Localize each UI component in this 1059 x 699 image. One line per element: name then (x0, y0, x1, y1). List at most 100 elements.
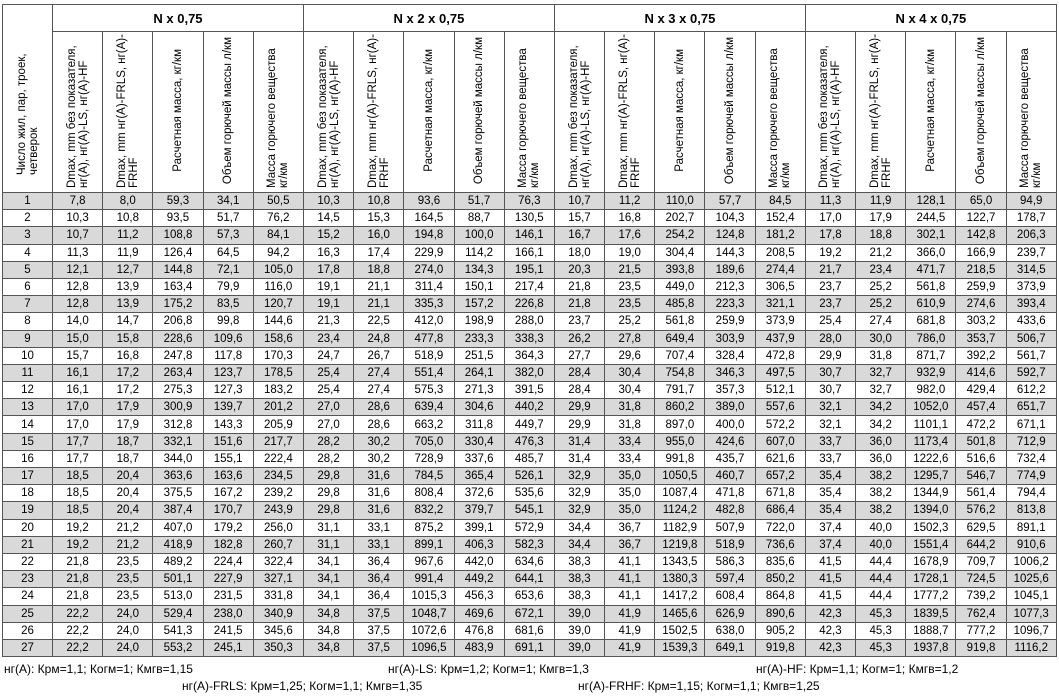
cell: 16,8 (604, 209, 656, 228)
cell: 681,8 (905, 312, 957, 331)
cell: 610,9 (905, 295, 957, 314)
data-row: 11 16,1 17,2 263,4 123,7 178,5 25,4 27,4 551,4 26… (2, 363, 1057, 383)
cell: 144,6 (252, 312, 304, 331)
cell: 34,8 (302, 638, 355, 658)
cell: 24,8 (353, 329, 405, 348)
cell: 157,2 (453, 295, 505, 314)
cell: 94,9 (1005, 191, 1057, 211)
cell: 890,6 (754, 604, 806, 623)
cell: 1219,8 (654, 535, 706, 554)
cell: 239,7 (1005, 243, 1057, 262)
cell: 546,7 (955, 466, 1007, 486)
cell: 134,3 (453, 260, 505, 279)
cell: 21,1 (353, 277, 405, 297)
cell: 21,3 (302, 312, 355, 331)
cell: 16,1 (51, 381, 104, 400)
cell: 23,7 (804, 277, 857, 297)
cell: 353,7 (955, 329, 1007, 348)
cell: 1116,2 (1005, 638, 1057, 658)
cell: 31,4 (553, 432, 606, 451)
cell: 175,2 (152, 295, 204, 314)
cell: 30,2 (353, 432, 405, 451)
cell: 16,3 (302, 243, 355, 262)
cell: 21,8 (51, 587, 104, 606)
cell: 130,5 (503, 209, 555, 228)
cell: 57,3 (202, 226, 254, 245)
cell: 1344,9 (905, 484, 957, 503)
cell: 42,3 (804, 621, 857, 640)
cell: 260,7 (252, 535, 304, 554)
note: нг(А)-LS: Крм=1,2; Когм=1; Кмгв=1,3 (388, 662, 589, 676)
cell: 256,0 (252, 518, 304, 537)
cell: 25,2 (855, 295, 907, 314)
cell: 608,4 (704, 587, 756, 606)
table-wrap: Число жил, пар, троек, четверок N x 0,75 N… (2, 4, 1057, 658)
column-header-text: Объем горючей массы л/км (473, 36, 486, 185)
cell: 472,8 (754, 346, 806, 365)
row-number: 8 (2, 312, 53, 331)
cell: 21,8 (51, 552, 104, 572)
cell: 38,3 (553, 587, 606, 606)
cell: 364,3 (503, 346, 555, 365)
cell: 24,0 (102, 638, 154, 658)
cell: 561,8 (654, 312, 706, 331)
cell: 337,6 (453, 449, 505, 469)
cell: 489,2 (152, 552, 204, 572)
cell: 672,1 (503, 604, 555, 623)
cell: 32,9 (553, 501, 606, 520)
cell: 982,0 (905, 381, 957, 400)
row-header: Число жил, пар, троек, четверок (2, 4, 53, 193)
cell: 18,7 (102, 449, 154, 469)
cell: 27,4 (353, 363, 405, 383)
cell: 31,1 (302, 535, 355, 554)
cell: 21,1 (353, 295, 405, 314)
column-header-text: Расчетная масса, кг/км (171, 49, 184, 172)
cell: 1777,2 (905, 587, 957, 606)
cell: 575,3 (403, 381, 455, 400)
cell: 100,0 (453, 226, 505, 245)
cell: 1124,2 (654, 501, 706, 520)
cell: 34,1 (302, 570, 355, 589)
cell: 259,9 (955, 277, 1007, 297)
cell: 373,9 (754, 312, 806, 331)
cell: 389,0 (704, 398, 756, 417)
column-header: Dmax, mm нг(А)-FRLS, нг(А)-FRHF (353, 31, 405, 193)
cell: 21,8 (553, 295, 606, 314)
cell: 40,0 (855, 518, 907, 537)
data-row: 12 16,1 17,2 275,3 127,3 183,2 25,4 27,4 575,3 27… (2, 381, 1057, 400)
cell: 27,0 (302, 415, 355, 434)
cell: 406,3 (453, 535, 505, 554)
cell: 179,2 (202, 518, 254, 537)
cell: 739,2 (955, 587, 1007, 606)
cell: 23,4 (302, 329, 355, 348)
data-row: 27 22,2 24,0 553,2 245,1 350,3 34,8 37,5 1096,5 4… (2, 638, 1057, 658)
cell: 513,0 (152, 587, 204, 606)
cell: 541,3 (152, 621, 204, 640)
cell: 382,0 (503, 363, 555, 383)
cell: 37,4 (804, 535, 857, 554)
cell: 7,8 (51, 191, 104, 211)
row-number: 7 (2, 295, 53, 314)
cell: 732,4 (1005, 449, 1057, 469)
cell: 786,0 (905, 329, 957, 348)
column-header: Dmax, mm без показателя, нг(А), нг(А)-LS… (51, 31, 104, 193)
column-header: Объем горючей массы л/км (955, 31, 1007, 193)
cell: 832,2 (403, 501, 455, 520)
data-row: 17 18,5 20,4 363,6 163,6 234,5 29,8 31,6 784,5 36… (2, 466, 1057, 486)
cell: 42,3 (804, 638, 857, 658)
cell: 223,3 (704, 295, 756, 314)
cell: 33,7 (804, 449, 857, 469)
cell: 363,6 (152, 466, 204, 486)
cell: 586,3 (704, 552, 756, 572)
cell: 1182,9 (654, 518, 706, 537)
cell: 27,0 (302, 398, 355, 417)
cell: 507,9 (704, 518, 756, 537)
cell: 392,2 (955, 346, 1007, 365)
cell: 195,1 (503, 260, 555, 279)
row-number: 6 (2, 277, 53, 297)
cell: 143,3 (202, 415, 254, 434)
cell: 166,1 (503, 243, 555, 262)
cell: 331,8 (252, 587, 304, 606)
cell: 38,2 (855, 466, 907, 486)
cell: 31,8 (604, 415, 656, 434)
